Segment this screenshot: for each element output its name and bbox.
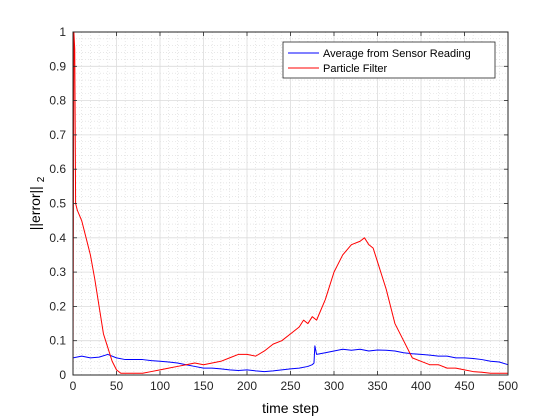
x-tick-label: 400	[411, 379, 431, 393]
y-tick-label: 0.2	[49, 299, 66, 313]
y-tick-label: 1	[59, 25, 66, 39]
series-line-sensor	[72, 345, 509, 373]
y-tick-label: 0.1	[49, 334, 66, 348]
legend: Average from Sensor Reading Particle Fil…	[282, 41, 496, 79]
x-axis-label: time step	[262, 400, 319, 416]
y-tick-label: 0.8	[49, 94, 66, 108]
x-tick-label: 50	[110, 379, 124, 393]
y-tick-label: 0	[59, 368, 66, 382]
legend-label-sensor: Average from Sensor Reading	[323, 48, 471, 60]
y-axis-label-subscript: 2	[36, 176, 47, 182]
axis-ticks	[72, 31, 509, 376]
x-tick-label: 500	[498, 379, 518, 393]
series-layer	[72, 31, 509, 376]
y-tick-label: 0.6	[49, 162, 66, 176]
x-tick-label: 300	[324, 379, 344, 393]
tick-labels: 0 50 100 150 200 250 300 350 400 450 500 0 0.1 0.2 0.3…	[49, 25, 518, 393]
x-tick-label: 150	[193, 379, 213, 393]
y-tick-label: 0.7	[49, 128, 66, 142]
x-tick-label: 200	[237, 379, 257, 393]
series-line-particle-filter	[72, 31, 508, 376]
y-tick-label: 0.5	[49, 197, 66, 211]
x-tick-label: 350	[367, 379, 387, 393]
x-tick-label: 100	[150, 379, 170, 393]
major-grid	[72, 31, 509, 376]
x-tick-label: 250	[280, 379, 300, 393]
legend-label-particle-filter: Particle Filter	[323, 63, 388, 75]
y-tick-label: 0.9	[49, 59, 66, 73]
x-tick-label: 450	[454, 379, 474, 393]
y-tick-label: 0.3	[49, 265, 66, 279]
y-axis-label-main: ||error||	[27, 186, 43, 230]
x-tick-label: 0	[70, 379, 77, 393]
y-tick-label: 0.4	[49, 231, 66, 245]
legend-box	[282, 41, 496, 79]
y-axis-label: ||error|| 2	[27, 176, 47, 230]
